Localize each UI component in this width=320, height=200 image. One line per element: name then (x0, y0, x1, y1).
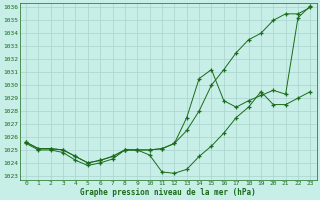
X-axis label: Graphe pression niveau de la mer (hPa): Graphe pression niveau de la mer (hPa) (80, 188, 256, 197)
